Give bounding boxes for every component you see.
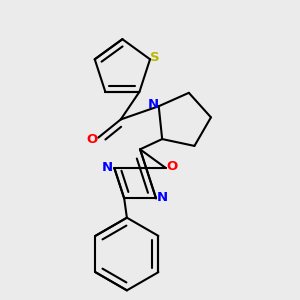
Text: S: S: [151, 51, 160, 64]
Text: O: O: [87, 133, 98, 146]
Text: O: O: [166, 160, 177, 173]
Text: N: N: [148, 98, 159, 111]
Text: N: N: [102, 161, 113, 174]
Text: N: N: [157, 191, 168, 204]
